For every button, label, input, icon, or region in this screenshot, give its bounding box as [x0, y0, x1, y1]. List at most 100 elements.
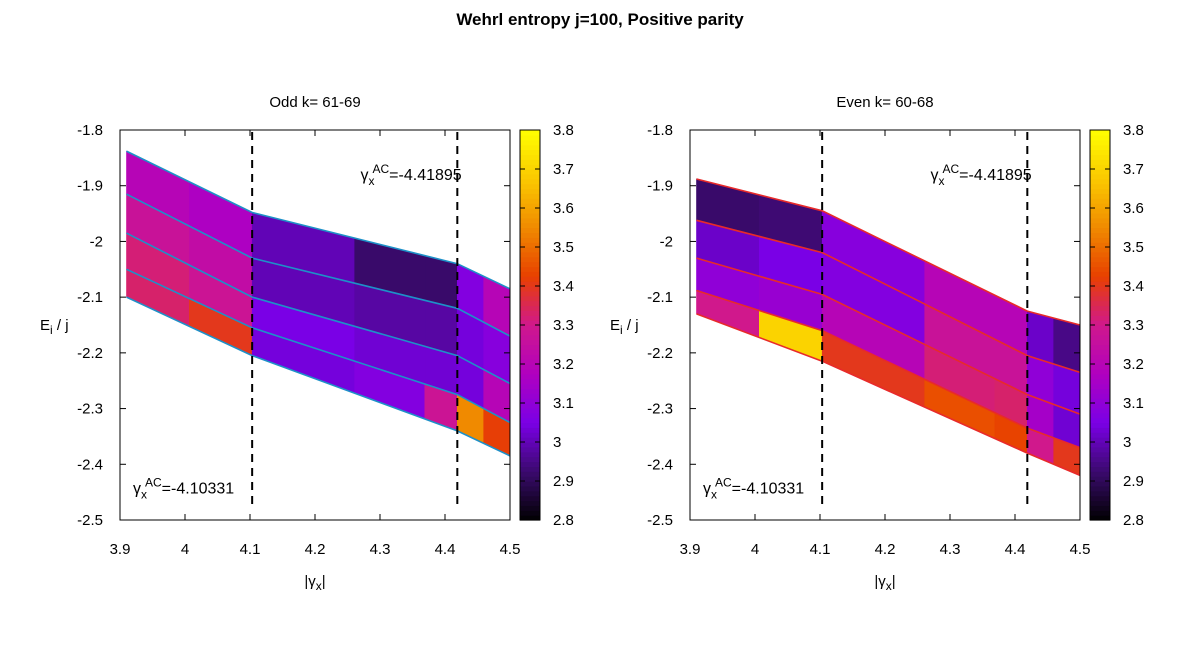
y-tick-label: -2.4 — [77, 456, 103, 473]
colorbar-tick-label: 2.9 — [1123, 473, 1144, 490]
colorbar-segment — [1090, 310, 1110, 316]
colorbar-segment — [1090, 349, 1110, 355]
colorbar-segment — [520, 359, 540, 365]
colorbar-segment — [520, 354, 540, 360]
colorbar-segment — [1090, 134, 1110, 141]
colorbar-segment — [520, 485, 540, 492]
level-line — [696, 313, 1081, 477]
colorbar-segment — [520, 388, 540, 394]
y-tick-label: -1.8 — [647, 122, 673, 139]
colorbar-segment — [1090, 442, 1110, 448]
colorbar-segment — [1090, 427, 1110, 433]
colorbar-segment — [1090, 364, 1110, 370]
colorbar-segment — [1090, 203, 1110, 209]
x-tick-label: 4.5 — [1070, 541, 1091, 558]
left-annotations: γxAC=-4.41895 γxAC=-4.10331 — [133, 162, 462, 501]
colorbar-segment — [1090, 398, 1110, 404]
colorbar-segment — [520, 364, 540, 370]
y-tick-label: -2.5 — [77, 512, 103, 529]
colorbar-segment — [1090, 388, 1110, 394]
colorbar-segment — [1090, 217, 1110, 224]
colorbar-segment — [520, 412, 540, 419]
y-tick-label: -2.1 — [647, 289, 673, 306]
level-line — [126, 296, 511, 457]
colorbar-tick-label: 3.8 — [1123, 122, 1144, 139]
colorbar-segment — [1090, 359, 1110, 365]
colorbar-segment — [1090, 242, 1110, 248]
colorbar-segment — [520, 334, 540, 341]
colorbar-segment — [1090, 407, 1110, 414]
colorbar-segment — [520, 432, 540, 438]
colorbar-segment — [520, 349, 540, 355]
colorbar-segment — [520, 500, 540, 506]
colorbar-tick-label: 3.2 — [1123, 356, 1144, 373]
colorbar-segment — [1090, 432, 1110, 438]
level-line — [126, 268, 511, 424]
colorbar-segment — [1090, 373, 1110, 380]
colorbar-segment — [1090, 154, 1110, 160]
colorbar-segment — [1090, 354, 1110, 360]
left-critical-lines — [251, 132, 459, 508]
x-tick-label: 4.2 — [875, 541, 896, 558]
left-axis-ticks: 3.9 4 4.1 4.2 4.3 4.4 4.5 -2.5 -2.4 -2.3 -2.2 -2.1 -… — [77, 122, 520, 558]
colorbar-segment — [1090, 461, 1110, 467]
colorbar-segment — [520, 266, 540, 272]
level-line — [126, 193, 511, 337]
left-heat-bands — [126, 150, 511, 457]
left-colorbar: 2.8 2.9 3 3.1 3.2 3.3 3.4 3.5 3.6 3.7 3.8 — [519, 122, 574, 529]
colorbar-segment — [520, 451, 540, 458]
colorbar-segment — [1090, 276, 1110, 282]
y-tick-label: -2.5 — [647, 512, 673, 529]
colorbar-segment — [1090, 169, 1110, 175]
colorbar-segment — [1090, 446, 1110, 453]
colorbar-segment — [520, 193, 540, 199]
colorbar-segment — [1090, 130, 1110, 136]
y-tick-label: -1.9 — [647, 178, 673, 195]
colorbar-segment — [1090, 251, 1110, 258]
colorbar-segment — [520, 208, 540, 214]
colorbar-segment — [520, 456, 540, 463]
colorbar-segment — [520, 427, 540, 433]
colorbar-segment — [1090, 412, 1110, 419]
colorbar-segment — [1090, 149, 1110, 155]
level-line — [696, 257, 1081, 415]
colorbar-segment — [1090, 393, 1110, 399]
colorbar-segment — [520, 227, 540, 233]
colorbar-segment — [520, 276, 540, 282]
level-line — [696, 289, 1081, 449]
colorbar-segment — [520, 159, 540, 165]
colorbar-segment — [520, 247, 540, 253]
colorbar-segment — [520, 515, 540, 521]
colorbar-segment — [1090, 466, 1110, 472]
colorbar-segment — [520, 149, 540, 155]
colorbar-tick-label: 3.7 — [1123, 161, 1144, 178]
right-colorbar: 2.8 2.9 3 3.1 3.2 3.3 3.4 3.5 3.6 3.7 3.8 — [1089, 122, 1144, 529]
left-y-axis-label: Ei / j — [40, 317, 69, 337]
colorbar-segment — [1090, 456, 1110, 463]
colorbar-segment — [1090, 471, 1110, 477]
colorbar-segment — [1090, 476, 1110, 482]
heat-cell — [424, 255, 458, 309]
colorbar-segment — [520, 237, 540, 243]
colorbar-segment — [1090, 481, 1110, 487]
x-tick-label: 4 — [181, 541, 189, 558]
figure-title: Wehrl entropy j=100, Positive parity — [456, 10, 744, 29]
colorbar-tick-label: 2.9 — [553, 473, 574, 490]
colorbar-segment — [520, 134, 540, 141]
y-tick-label: -2.3 — [77, 401, 103, 418]
y-tick-label: -2.4 — [647, 456, 673, 473]
colorbar-segment — [1090, 315, 1110, 321]
colorbar-segment — [520, 139, 540, 146]
y-tick-label: -2.3 — [647, 401, 673, 418]
colorbar-segment — [1090, 417, 1110, 424]
colorbar-segment — [1090, 300, 1110, 307]
colorbar-segment — [1090, 368, 1110, 375]
colorbar-segment — [520, 198, 540, 204]
colorbar-segment — [1090, 334, 1110, 341]
colorbar-segment — [1090, 422, 1110, 428]
y-tick-label: -1.8 — [77, 122, 103, 139]
colorbar-segment — [1090, 256, 1110, 263]
colorbar-segment — [1090, 305, 1110, 311]
colorbar-segment — [520, 300, 540, 307]
colorbar-segment — [520, 490, 540, 497]
